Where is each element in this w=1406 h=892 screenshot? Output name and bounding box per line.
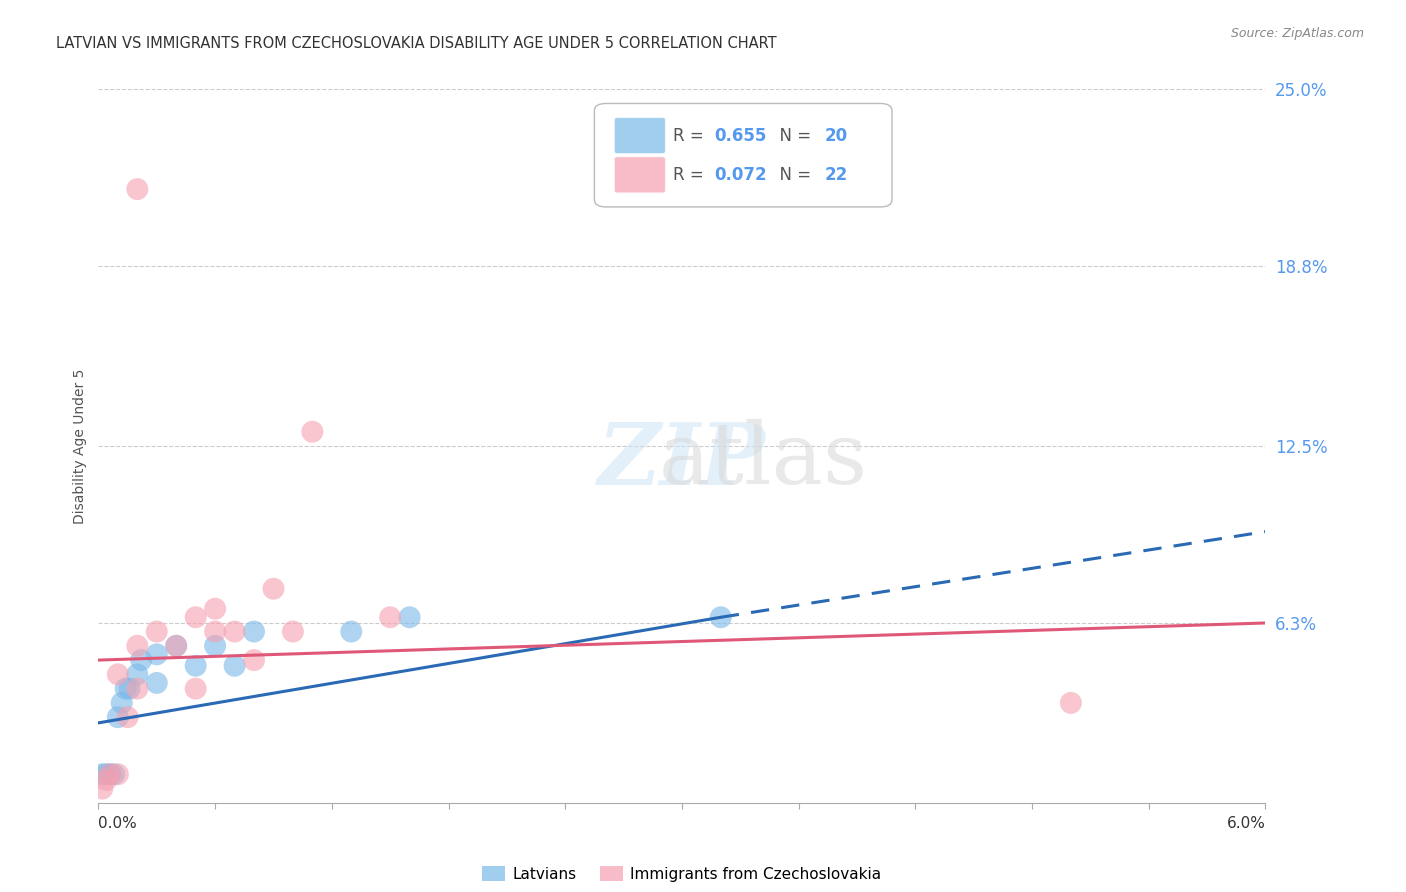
Point bbox=[114, 681, 136, 696]
Point bbox=[127, 667, 149, 681]
Point bbox=[204, 639, 226, 653]
Text: R =: R = bbox=[672, 127, 709, 145]
Point bbox=[165, 639, 187, 653]
Point bbox=[184, 681, 207, 696]
Text: 0.655: 0.655 bbox=[714, 127, 766, 145]
FancyBboxPatch shape bbox=[614, 118, 665, 153]
Text: 20: 20 bbox=[824, 127, 848, 145]
Point bbox=[107, 667, 129, 681]
Point bbox=[98, 767, 121, 781]
Text: atlas: atlas bbox=[659, 418, 868, 502]
Point bbox=[243, 653, 266, 667]
Point bbox=[91, 767, 114, 781]
Point bbox=[111, 696, 134, 710]
Text: LATVIAN VS IMMIGRANTS FROM CZECHOSLOVAKIA DISABILITY AGE UNDER 5 CORRELATION CHA: LATVIAN VS IMMIGRANTS FROM CZECHOSLOVAKI… bbox=[56, 36, 778, 51]
Point bbox=[96, 767, 118, 781]
Point bbox=[165, 639, 187, 653]
Point bbox=[281, 624, 304, 639]
Text: R =: R = bbox=[672, 166, 709, 184]
Point bbox=[107, 767, 129, 781]
Text: 6.0%: 6.0% bbox=[1226, 816, 1265, 831]
Legend: Latvians, Immigrants from Czechoslovakia: Latvians, Immigrants from Czechoslovakia bbox=[477, 860, 887, 888]
Point bbox=[380, 610, 402, 624]
FancyBboxPatch shape bbox=[614, 157, 665, 193]
Point bbox=[91, 781, 114, 796]
Point bbox=[1060, 696, 1083, 710]
Text: 0.0%: 0.0% bbox=[98, 816, 138, 831]
Point bbox=[103, 767, 125, 781]
Point bbox=[224, 658, 246, 673]
Point bbox=[262, 582, 284, 596]
Point bbox=[146, 624, 169, 639]
Point bbox=[398, 610, 420, 624]
Text: Source: ZipAtlas.com: Source: ZipAtlas.com bbox=[1230, 27, 1364, 40]
Point bbox=[204, 601, 226, 615]
Point bbox=[127, 681, 149, 696]
Point bbox=[127, 639, 149, 653]
Text: ZIP: ZIP bbox=[598, 418, 766, 502]
Point bbox=[96, 772, 118, 787]
Point bbox=[129, 653, 152, 667]
Point bbox=[340, 624, 363, 639]
Point bbox=[107, 710, 129, 724]
Point bbox=[184, 658, 207, 673]
Point bbox=[146, 648, 169, 662]
Y-axis label: Disability Age Under 5: Disability Age Under 5 bbox=[73, 368, 87, 524]
FancyBboxPatch shape bbox=[595, 103, 891, 207]
Text: 22: 22 bbox=[824, 166, 848, 184]
Point bbox=[127, 182, 149, 196]
Point bbox=[204, 624, 226, 639]
Text: N =: N = bbox=[769, 166, 817, 184]
Point bbox=[301, 425, 323, 439]
Point bbox=[224, 624, 246, 639]
Text: 0.072: 0.072 bbox=[714, 166, 768, 184]
Point bbox=[118, 681, 141, 696]
Point bbox=[117, 710, 139, 724]
Point bbox=[98, 767, 121, 781]
Point bbox=[184, 610, 207, 624]
Point bbox=[243, 624, 266, 639]
Point bbox=[710, 610, 733, 624]
Point bbox=[146, 676, 169, 690]
Text: N =: N = bbox=[769, 127, 817, 145]
